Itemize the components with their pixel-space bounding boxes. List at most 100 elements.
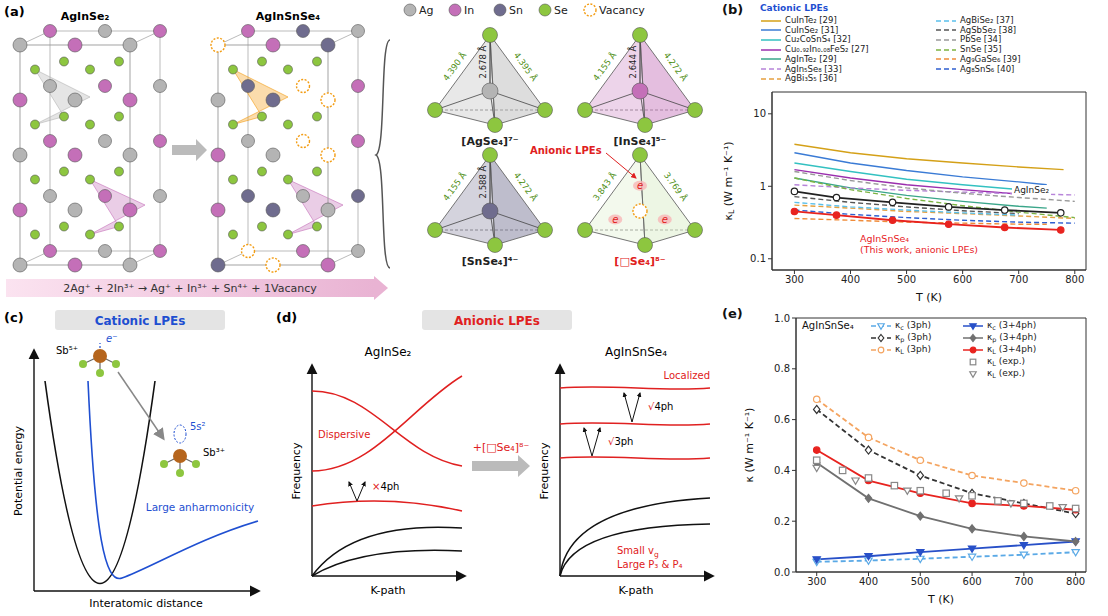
html-text:κ (W m⁻¹ K⁻¹): κ (W m⁻¹ K⁻¹) xyxy=(742,407,756,483)
svg-text:AgInSe₂: AgInSe₂ xyxy=(365,345,412,359)
svg-text:1.0: 1.0 xyxy=(774,313,790,324)
svg-text:300: 300 xyxy=(807,576,826,587)
html-text:Ag₉GaSe₆ [39]: Ag₉GaSe₆ [39] xyxy=(960,53,1021,64)
svg-text:Potential energy: Potential energy xyxy=(12,426,25,517)
svg-text:(d): (d) xyxy=(276,310,297,325)
html-text:κc(3+4ph): κc(3+4ph) xyxy=(987,320,1037,332)
html-text:SnSe [35]: SnSe [35] xyxy=(960,44,1002,55)
svg-text:(c): (c) xyxy=(4,310,24,325)
html-text:(W m⁻¹ K⁻¹): (W m⁻¹ K⁻¹) xyxy=(721,141,735,210)
html-text:T (K): T (K) xyxy=(928,593,954,606)
svg-text:K-path: K-path xyxy=(618,584,653,597)
svg-text:Localized: Localized xyxy=(664,370,710,381)
html-text:T (K): T (K) xyxy=(916,291,942,304)
html-text:κc(3ph): κc(3ph) xyxy=(895,320,931,332)
svg-text:Sb⁵⁺: Sb⁵⁺ xyxy=(56,345,78,356)
svg-text:[SnSe₄]⁴⁻: [SnSe₄]⁴⁻ xyxy=(462,255,519,268)
html-text:κp(3+4ph): κp(3+4ph) xyxy=(987,332,1037,344)
svg-text:2Ag⁺ + 2In³⁺ → Ag⁺ + In³⁺ + Sn: 2Ag⁺ + 2In³⁺ → Ag⁺ + In³⁺ + Sn⁴⁺ + 1Vaca… xyxy=(63,282,317,295)
svg-text:700: 700 xyxy=(1014,576,1033,587)
svg-text:AgInSnSe₄: AgInSnSe₄ xyxy=(256,10,320,23)
svg-text:×4ph: ×4ph xyxy=(372,481,399,492)
svg-text:Anionic LPEs: Anionic LPEs xyxy=(454,314,540,328)
svg-text:√3ph: √3ph xyxy=(608,436,633,447)
svg-text:Anionic LPEs: Anionic LPEs xyxy=(530,145,602,156)
svg-text:Dispersive: Dispersive xyxy=(318,429,370,440)
html-text:AgInSnSe₄: AgInSnSe₄ xyxy=(860,233,910,244)
html-text:κL(exp.): κL(exp.) xyxy=(987,356,1026,368)
svg-text:e: e xyxy=(612,214,618,225)
svg-text:In: In xyxy=(464,4,474,17)
svg-text:e⁻: e⁻ xyxy=(106,333,117,344)
svg-text:0.0: 0.0 xyxy=(774,567,790,578)
html-text:PbSe [34]: PbSe [34] xyxy=(960,34,1002,45)
svg-text:2.588 Å: 2.588 Å xyxy=(477,165,488,198)
svg-text:400: 400 xyxy=(841,274,860,285)
svg-text:Vacancy: Vacancy xyxy=(599,4,645,17)
html-text:CuInSe₂ [31]: CuInSe₂ [31] xyxy=(785,24,839,35)
html-text:AgInTe₂ [29]: AgInTe₂ [29] xyxy=(785,53,837,64)
svg-text:Ag: Ag xyxy=(419,4,434,17)
html-text:(b): (b) xyxy=(722,2,744,17)
svg-text:400: 400 xyxy=(859,576,878,587)
svg-text:800: 800 xyxy=(1066,576,1085,587)
svg-text:e: e xyxy=(662,214,668,225)
svg-text:600: 600 xyxy=(963,576,982,587)
svg-text:3.843 Å: 3.843 Å xyxy=(590,170,618,203)
html-text:(e): (e) xyxy=(722,306,743,321)
html-text:AgSbSe₂ [38]: AgSbSe₂ [38] xyxy=(960,24,1017,35)
svg-text:4.390 Å: 4.390 Å xyxy=(440,50,468,83)
svg-text:AgInSnSe₄: AgInSnSe₄ xyxy=(605,345,667,359)
svg-text:√4ph: √4ph xyxy=(648,401,673,412)
svg-text:0.4: 0.4 xyxy=(774,465,790,476)
svg-text:Sn: Sn xyxy=(509,4,523,17)
html-text:Cu₀.₉₂In₀.₀₈FeS₂ [27]: Cu₀.₉₂In₀.₀₈FeS₂ [27] xyxy=(785,44,869,55)
svg-text:Large anharmonicity: Large anharmonicity xyxy=(146,501,254,513)
html-text:κL(exp.): κL(exp.) xyxy=(987,368,1026,380)
html-text:κp(3ph): κp(3ph) xyxy=(895,332,932,344)
svg-text:0.2: 0.2 xyxy=(774,516,790,527)
svg-text:Se: Se xyxy=(554,4,568,17)
svg-text:K-path: K-path xyxy=(370,584,405,597)
html-text:AgBi₃S₅ [36]: AgBi₃S₅ [36] xyxy=(785,73,837,84)
svg-text:Large P₃ & P₄: Large P₃ & P₄ xyxy=(617,559,683,570)
svg-text:AgInSe₂: AgInSe₂ xyxy=(61,10,110,23)
svg-text:5s²: 5s² xyxy=(190,421,206,432)
svg-text:1: 1 xyxy=(760,181,766,192)
svg-text:+[□Se₄]⁸⁻: +[□Se₄]⁸⁻ xyxy=(473,441,530,454)
html-text:Ag₈SnS₆ [40]: Ag₈SnS₆ [40] xyxy=(960,63,1015,74)
svg-text:800: 800 xyxy=(1065,274,1084,285)
svg-text:Frequency: Frequency xyxy=(538,442,551,499)
svg-text:4.155 Å: 4.155 Å xyxy=(590,50,618,83)
svg-text:0.1: 0.1 xyxy=(750,253,766,264)
svg-text:3.769 Å: 3.769 Å xyxy=(662,170,690,203)
svg-text:[AgSe₄]⁷⁻: [AgSe₄]⁷⁻ xyxy=(461,135,518,148)
svg-text:0.8: 0.8 xyxy=(774,363,790,374)
svg-text:4.272 Å: 4.272 Å xyxy=(662,50,690,83)
svg-text:Small vg: Small vg xyxy=(617,545,659,559)
html-text:AgIn₅Se₈ [33]: AgIn₅Se₈ [33] xyxy=(785,63,842,74)
html-text:κL(3+4ph): κL(3+4ph) xyxy=(987,344,1037,356)
svg-text:300: 300 xyxy=(785,274,804,285)
svg-text:500: 500 xyxy=(911,576,930,587)
svg-text:e: e xyxy=(637,180,643,191)
svg-text:[□Se₄]⁸⁻: [□Se₄]⁸⁻ xyxy=(614,255,665,268)
svg-text:Frequency: Frequency xyxy=(290,442,303,499)
svg-text:Cationic LPEs: Cationic LPEs xyxy=(95,314,186,328)
svg-text:500: 500 xyxy=(897,274,916,285)
svg-text:2.678 Å: 2.678 Å xyxy=(477,45,488,78)
html-text:κL(3ph): κL(3ph) xyxy=(895,344,931,356)
svg-text:700: 700 xyxy=(1009,274,1028,285)
svg-text:[InSe₄]⁵⁻: [InSe₄]⁵⁻ xyxy=(614,135,667,148)
svg-text:Interatomic distance: Interatomic distance xyxy=(89,597,203,610)
svg-text:10: 10 xyxy=(753,108,766,119)
svg-text:(a): (a) xyxy=(4,4,25,19)
svg-text:600: 600 xyxy=(953,274,972,285)
svg-text:0.6: 0.6 xyxy=(774,414,790,425)
svg-text:4.272 Å: 4.272 Å xyxy=(512,170,540,203)
html-text:Cu₂CoSnS₄ [32]: Cu₂CoSnS₄ [32] xyxy=(785,34,851,45)
svg-text:4.155 Å: 4.155 Å xyxy=(440,170,468,203)
svg-text:2.644 Å: 2.644 Å xyxy=(627,45,638,78)
svg-text:Sb³⁺: Sb³⁺ xyxy=(203,447,225,458)
svg-text:4.395 Å: 4.395 Å xyxy=(512,50,540,83)
